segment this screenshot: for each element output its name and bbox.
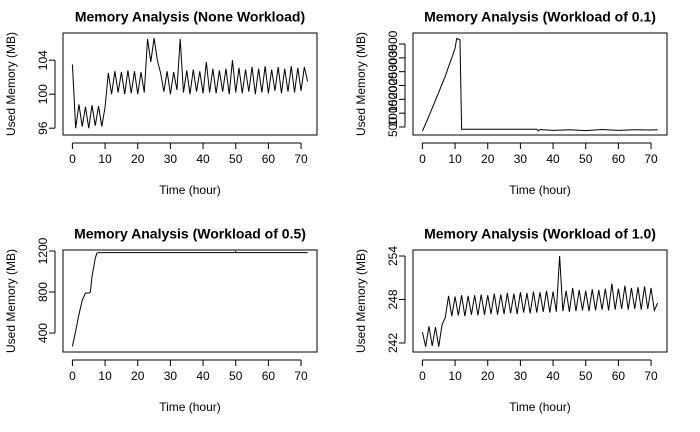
x-tick-label: 30 xyxy=(514,369,528,383)
chart-title: Memory Analysis (Workload of 0.1) xyxy=(424,9,656,25)
x-tick-label: 0 xyxy=(419,152,426,166)
x-tick-label: 30 xyxy=(164,152,178,166)
y-tick-label: 96 xyxy=(36,121,50,135)
x-tick-label: 40 xyxy=(196,152,210,166)
data-line xyxy=(71,250,308,347)
data-line xyxy=(421,37,658,132)
y-tick-label: 254 xyxy=(386,246,400,266)
y-tick-label: 248 xyxy=(386,289,400,309)
x-tick-label: 40 xyxy=(546,152,560,166)
y-tick-label: 242 xyxy=(386,333,400,353)
y-tick-label: 104 xyxy=(36,50,50,70)
x-tick-label: 60 xyxy=(612,369,626,383)
x-tick-label: 20 xyxy=(481,369,495,383)
data-line xyxy=(421,255,659,347)
x-tick-label: 70 xyxy=(294,369,308,383)
y-axis-label: Used Memory (MB) xyxy=(354,32,368,136)
y-tick-label: 1200 xyxy=(36,237,50,264)
x-tick-label: 20 xyxy=(131,369,145,383)
plot-box xyxy=(62,32,318,136)
x-tick-label: 70 xyxy=(294,152,308,166)
x-tick-label: 0 xyxy=(419,369,426,383)
x-tick-label: 10 xyxy=(448,152,462,166)
x-tick-label: 10 xyxy=(98,369,112,383)
y-tick-label: 2000 xyxy=(386,72,400,99)
x-tick-label: 30 xyxy=(514,152,528,166)
x-tick-label: 20 xyxy=(481,152,495,166)
x-tick-label: 60 xyxy=(262,152,276,166)
y-axis-label: Used Memory (MB) xyxy=(4,32,18,136)
x-tick-label: 10 xyxy=(448,369,462,383)
y-axis-label: Used Memory (MB) xyxy=(354,249,368,353)
x-axis-label: Time (hour) xyxy=(159,183,221,197)
y-tick-label: 500 xyxy=(386,117,400,137)
x-tick-label: 10 xyxy=(98,152,112,166)
x-tick-label: 20 xyxy=(131,152,145,166)
x-tick-label: 60 xyxy=(262,369,276,383)
chart-title: Memory Analysis (Workload of 1.0) xyxy=(424,226,656,242)
x-tick-label: 60 xyxy=(612,152,626,166)
plot-box xyxy=(412,32,668,136)
y-tick-label: 800 xyxy=(36,282,50,302)
x-tick-label: 70 xyxy=(644,152,658,166)
x-axis-label: Time (hour) xyxy=(509,183,571,197)
y-axis-label: Used Memory (MB) xyxy=(4,249,18,353)
y-tick-label: 1500 xyxy=(386,86,400,113)
x-tick-label: 0 xyxy=(69,152,76,166)
y-tick-label: 3000 xyxy=(386,44,400,71)
chart-title: Memory Analysis (Workload of 0.5) xyxy=(74,226,306,242)
x-tick-label: 70 xyxy=(644,369,658,383)
x-tick-label: 50 xyxy=(579,369,593,383)
x-axis-label: Time (hour) xyxy=(159,400,221,414)
chart-title: Memory Analysis (None Workload) xyxy=(75,9,305,25)
x-tick-label: 50 xyxy=(229,369,243,383)
plot-box xyxy=(412,249,668,353)
data-line xyxy=(71,38,309,129)
y-tick-label: 1000 xyxy=(386,100,400,127)
x-tick-label: 30 xyxy=(164,369,178,383)
x-axis-label: Time (hour) xyxy=(509,400,571,414)
x-tick-label: 40 xyxy=(196,369,210,383)
plot-box xyxy=(62,249,318,353)
y-tick-label: 3500 xyxy=(386,30,400,57)
y-tick-label: 2500 xyxy=(386,58,400,85)
x-tick-label: 50 xyxy=(579,152,593,166)
x-tick-label: 40 xyxy=(546,369,560,383)
x-tick-label: 0 xyxy=(69,369,76,383)
x-tick-label: 50 xyxy=(229,152,243,166)
y-tick-label: 100 xyxy=(36,84,50,104)
y-tick-label: 400 xyxy=(36,323,50,343)
